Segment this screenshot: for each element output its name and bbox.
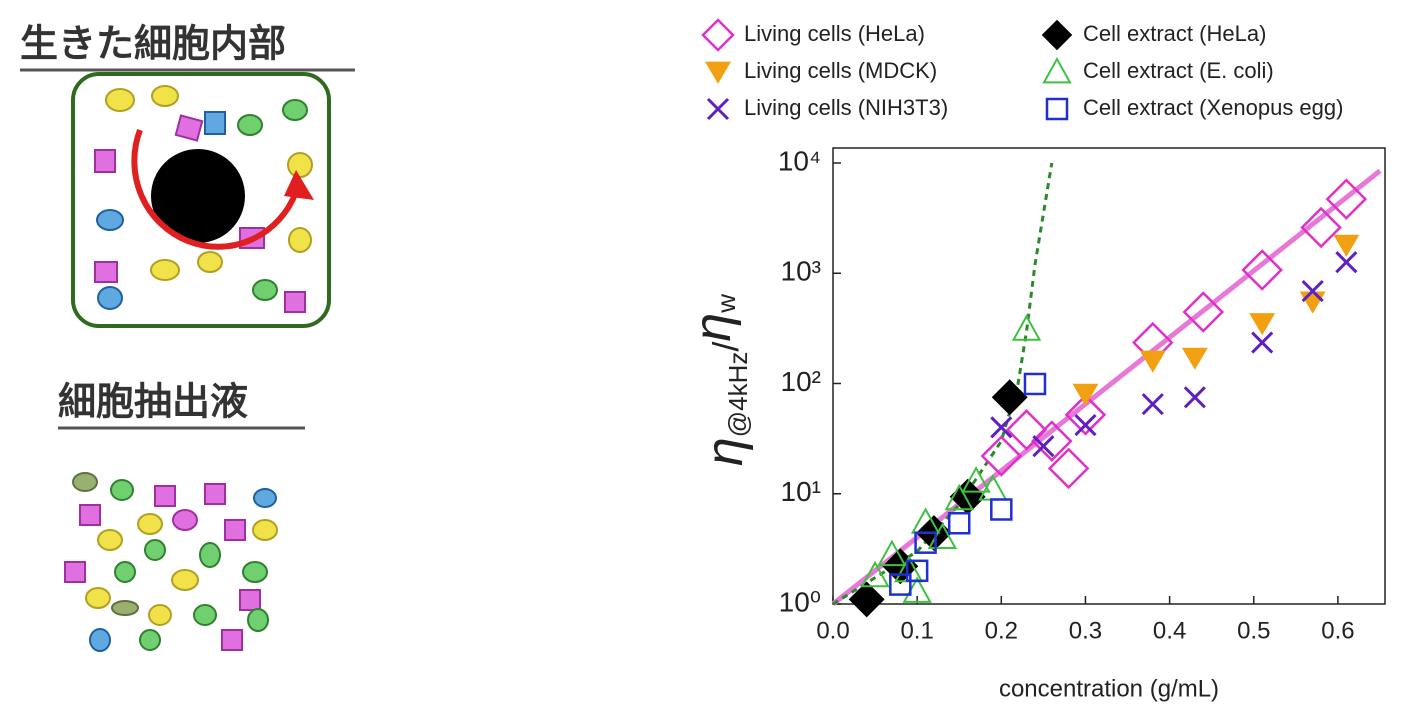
legend-label: Cell extract (E. coli) (1083, 58, 1274, 83)
x-axis-label: concentration (g/mL) (999, 675, 1219, 702)
marker (1143, 394, 1163, 414)
x-tick-label: 0.4 (1153, 617, 1186, 644)
living-title: 生きた細胞内部 (20, 22, 286, 66)
y-tick-label: 10⁰ (779, 586, 821, 617)
legend-label: Cell extract (Xenopus egg) (1083, 95, 1343, 120)
marker (1025, 374, 1045, 394)
y-axis-label-part: w (711, 294, 741, 314)
extract-molecules (65, 473, 277, 651)
illustration: 生きた細胞内部 細胞抽出液 (20, 22, 355, 652)
marker (1140, 351, 1166, 373)
legend-marker (705, 62, 731, 84)
marker (1182, 348, 1208, 370)
y-axis-label-part: η (684, 313, 742, 342)
y-axis-label-part: / (705, 342, 746, 352)
y-axis-label-part: η (696, 437, 754, 466)
legend-marker (1044, 22, 1071, 49)
y-tick-label: 10² (781, 366, 821, 397)
legend-label: Living cells (NIH3T3) (744, 95, 948, 120)
figure: 生きた細胞内部 細胞抽出液 (0, 0, 1412, 719)
y-tick-label: 10¹ (781, 476, 821, 507)
x-tick-label: 0.6 (1321, 617, 1354, 644)
y-tick-label: 10⁴ (778, 145, 821, 176)
legend-label: Living cells (MDCK) (744, 58, 937, 83)
marker (991, 499, 1011, 519)
chart: 10⁰ 10¹ 10² 10³ 10⁴ 0.0 0.1 0.2 0.3 0.4 0.5 0.6 conc… (684, 20, 1385, 702)
y-tick-label: 10³ (781, 256, 821, 287)
marker (1075, 415, 1095, 435)
legend-label: Cell extract (HeLa) (1083, 21, 1266, 46)
x-tick-label: 0.1 (900, 617, 933, 644)
legend-marker (703, 20, 733, 50)
marker (1185, 387, 1205, 407)
y-axis-label: η@4kHz/ηw (684, 294, 754, 466)
legend-marker (1044, 59, 1070, 82)
y-axis-label-part: @4kHz (723, 352, 753, 438)
x-tick-label: 0.5 (1237, 617, 1270, 644)
x-tick-label: 0.0 (816, 617, 849, 644)
marker (994, 381, 1026, 413)
marker (949, 513, 969, 533)
x-tick-label: 0.2 (985, 617, 1018, 644)
marker (1252, 333, 1272, 353)
marker (1300, 291, 1326, 313)
extract-title: 細胞抽出液 (58, 380, 248, 424)
legend-marker (1047, 99, 1067, 119)
legend-marker (708, 99, 728, 119)
legend-label: Living cells (HeLa) (744, 21, 925, 46)
x-tick-label: 0.3 (1069, 617, 1102, 644)
